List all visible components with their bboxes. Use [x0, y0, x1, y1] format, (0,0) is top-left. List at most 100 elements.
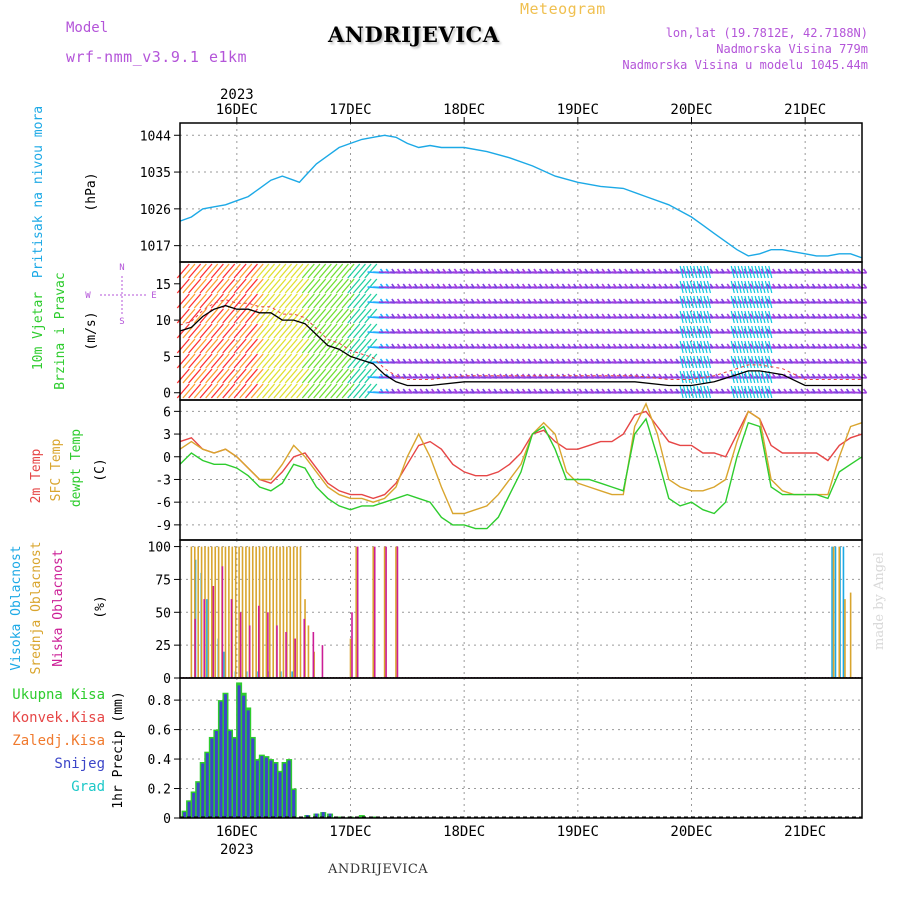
wind-barb: [250, 308, 264, 324]
wind-barb: [335, 293, 349, 309]
wind-barb: [364, 323, 378, 339]
wind-barb-cyan: [679, 295, 684, 309]
y-tick-label: 0: [163, 387, 171, 402]
wind-barb: [273, 293, 287, 309]
wind-barb-cyan: [696, 340, 701, 354]
wind-barb-cyan: [679, 280, 684, 294]
wind-barb-cyan: [706, 295, 711, 309]
wind-barb: [296, 293, 310, 309]
wind-barb: [358, 308, 372, 324]
wind-barb: [364, 278, 378, 294]
wind-barb-cyan: [734, 355, 739, 369]
wind-barb-cyan: [747, 280, 752, 294]
wind-barb: [296, 353, 310, 369]
wind-barb-cyan: [751, 385, 756, 399]
wind-barb: [267, 323, 281, 339]
wind-barb: [364, 353, 378, 369]
wind-barb: [290, 263, 304, 279]
wind-barb-cyan: [761, 385, 766, 399]
wind-barb: [205, 278, 219, 294]
wind-barb-cyan: [744, 340, 749, 354]
wind-barb: [262, 278, 276, 294]
wind-barb: [199, 323, 213, 339]
wind-barb: [205, 263, 219, 279]
precip-snow-bar: [278, 772, 282, 818]
precip-snow-bar: [292, 790, 296, 818]
wind-unit-label: (m/s): [84, 311, 99, 350]
wind-barb: [284, 368, 298, 384]
y-tick-label: 15: [155, 278, 171, 293]
wind-barb-cyan: [744, 310, 749, 324]
wind-barb: [341, 368, 355, 384]
panel-frame: [179, 122, 863, 263]
wind-barb-cyan: [737, 325, 742, 339]
wind-barb-cyan: [679, 370, 684, 384]
wind-barb: [850, 271, 867, 274]
wind-barb-cyan: [689, 295, 694, 309]
wind-barb: [210, 353, 224, 369]
y-tick-label: 25: [155, 639, 171, 654]
temp-sfc-label: SFC Temp: [49, 439, 64, 502]
wind-barb: [227, 293, 241, 309]
wind-barb-cyan: [700, 355, 705, 369]
wind-barb: [262, 323, 276, 339]
series-line-temperature-1: [179, 402, 863, 515]
top-year-label: 2023: [220, 87, 254, 103]
wind-barb: [301, 368, 315, 384]
bottom-day-label: 16DEC: [216, 824, 258, 840]
wind-barb: [341, 383, 355, 399]
wind-barb: [341, 323, 355, 339]
wind-barb: [324, 368, 338, 384]
wind-barb-cyan: [693, 340, 698, 354]
wind-barb: [193, 368, 207, 384]
wind-barb: [358, 368, 372, 384]
wind-barb-cyan: [768, 385, 773, 399]
wind-barb-cyan: [751, 280, 756, 294]
wind-barb: [250, 293, 264, 309]
wind-barb: [364, 293, 378, 309]
wind-barb-cyan: [696, 310, 701, 324]
wind-barb: [301, 353, 315, 369]
wind-barb: [182, 278, 196, 294]
wind-barb-cyan: [737, 265, 742, 279]
wind-barb-cyan: [740, 265, 746, 279]
wind-barb: [262, 353, 276, 369]
wind-barb: [250, 338, 264, 354]
y-tick-label: 1026: [140, 203, 171, 218]
wind-barb: [244, 383, 258, 399]
wind-barb-cyan: [761, 325, 766, 339]
wind-barb: [279, 338, 293, 354]
wind-barb: [267, 383, 281, 399]
wind-barb-cyan: [754, 385, 759, 399]
wind-barb: [324, 263, 338, 279]
precip-snow-bar: [287, 760, 291, 818]
wind-barb: [279, 308, 293, 324]
wind-barb: [296, 338, 310, 354]
precip-snow-bar: [237, 685, 241, 818]
wind-barb: [182, 368, 196, 384]
wind-barb-cyan: [682, 280, 688, 294]
precip-snow-bar: [223, 694, 227, 818]
precip-legend-label: Konvek.Kisa: [12, 710, 105, 726]
wind-barb: [352, 338, 366, 354]
y-tick-label: 0: [163, 451, 171, 466]
wind-barb: [227, 323, 241, 339]
wind-barb: [313, 368, 327, 384]
wind-barb: [307, 308, 321, 324]
wind-barb-cyan: [751, 355, 756, 369]
wind-barb-cyan: [700, 370, 705, 384]
wind-barb: [273, 353, 287, 369]
wind-barb: [205, 353, 219, 369]
bottom-day-label: 19DEC: [557, 824, 599, 840]
wind-barb: [347, 278, 361, 294]
wind-barb-cyan: [734, 265, 739, 279]
compass-e-label: E: [151, 291, 156, 301]
wind-barb: [244, 293, 258, 309]
wind-barb: [364, 368, 378, 384]
wind-barb-cyan: [689, 280, 694, 294]
wind-barb-cyan: [747, 340, 752, 354]
wind-barb: [324, 308, 338, 324]
wind-barb: [227, 278, 241, 294]
temp-unit-label: (C): [93, 458, 108, 481]
wind-barb: [188, 338, 202, 354]
